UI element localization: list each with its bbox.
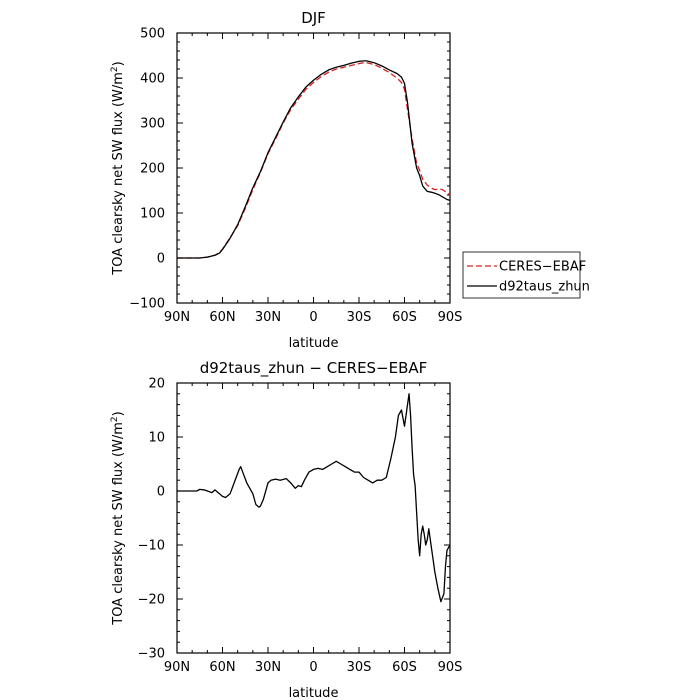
legend-box <box>462 251 581 299</box>
bottom-chart-difference: 90N 60N 30N 0 30S 60S 90S −30 −20 −10 0 10 20 d92taus… <box>110 359 462 700</box>
y-axis-label: TOA clearsky net SW flux (W/m2) <box>110 411 126 625</box>
series-line-difference <box>177 393 451 603</box>
y-tick-label: −30 <box>138 647 165 662</box>
x-tick-label: 90N <box>164 310 190 325</box>
series-line-d92taus-zhun <box>177 60 451 259</box>
x-tick-label: 0 <box>309 310 317 325</box>
series-line-ceres-ebaf <box>177 62 451 259</box>
x-tick-label: 90N <box>164 660 190 675</box>
x-tick-label: 30S <box>347 310 372 325</box>
x-axis-label: latitude <box>289 686 339 700</box>
y-tick-label: −20 <box>138 593 165 608</box>
y-tick-label: −100 <box>129 297 165 312</box>
y-axis-label: TOA clearsky net SW flux (W/m2) <box>110 61 126 275</box>
y-tick-label: 200 <box>140 162 165 177</box>
y-axis-label-superscript: 2 <box>110 66 120 72</box>
plot-frame <box>176 32 451 304</box>
y-tick-label: 400 <box>140 72 165 87</box>
x-tick-label: 60N <box>209 660 235 675</box>
y-axis-label-end: ) <box>111 61 126 66</box>
y-axis-label-end: ) <box>111 411 126 416</box>
legend-label: CERES−EBAF <box>499 260 586 275</box>
y-tick-label: 20 <box>148 377 165 392</box>
x-tick-label: 30N <box>255 660 281 675</box>
top-chart-djf: 90N 60N 30N 0 30S 60S 90S −100 0 100 200 300 400 500 D… <box>110 9 462 351</box>
y-tick-label: 100 <box>140 207 165 222</box>
x-tick-label: 60S <box>392 660 417 675</box>
x-tick-label: 30N <box>255 310 281 325</box>
plot-frame <box>176 382 451 654</box>
y-axis-label-main: TOA clearsky net SW flux (W/m <box>111 422 126 626</box>
y-axis-label-main: TOA clearsky net SW flux (W/m <box>111 72 126 276</box>
y-tick-label: −10 <box>138 539 165 554</box>
x-tick-label: 60S <box>392 310 417 325</box>
chart-title: DJF <box>301 9 326 27</box>
x-tick-label: 90S <box>438 660 463 675</box>
legend-label: d92taus_zhun <box>499 280 590 295</box>
y-tick-label: 300 <box>140 117 165 132</box>
y-axis-label-superscript: 2 <box>110 416 120 422</box>
x-axis-label: latitude <box>289 336 339 351</box>
y-tick-label: 0 <box>157 252 165 267</box>
x-tick-label: 90S <box>438 310 463 325</box>
x-tick-label: 60N <box>209 310 235 325</box>
chart-title: d92taus_zhun − CERES−EBAF <box>200 359 428 378</box>
y-tick-label: 0 <box>157 485 165 500</box>
x-tick-label: 30S <box>347 660 372 675</box>
y-tick-label: 10 <box>148 431 165 446</box>
legend: CERES−EBAF d92taus_zhun <box>462 251 590 299</box>
x-tick-label: 0 <box>309 660 317 675</box>
y-tick-label: 500 <box>140 27 165 42</box>
